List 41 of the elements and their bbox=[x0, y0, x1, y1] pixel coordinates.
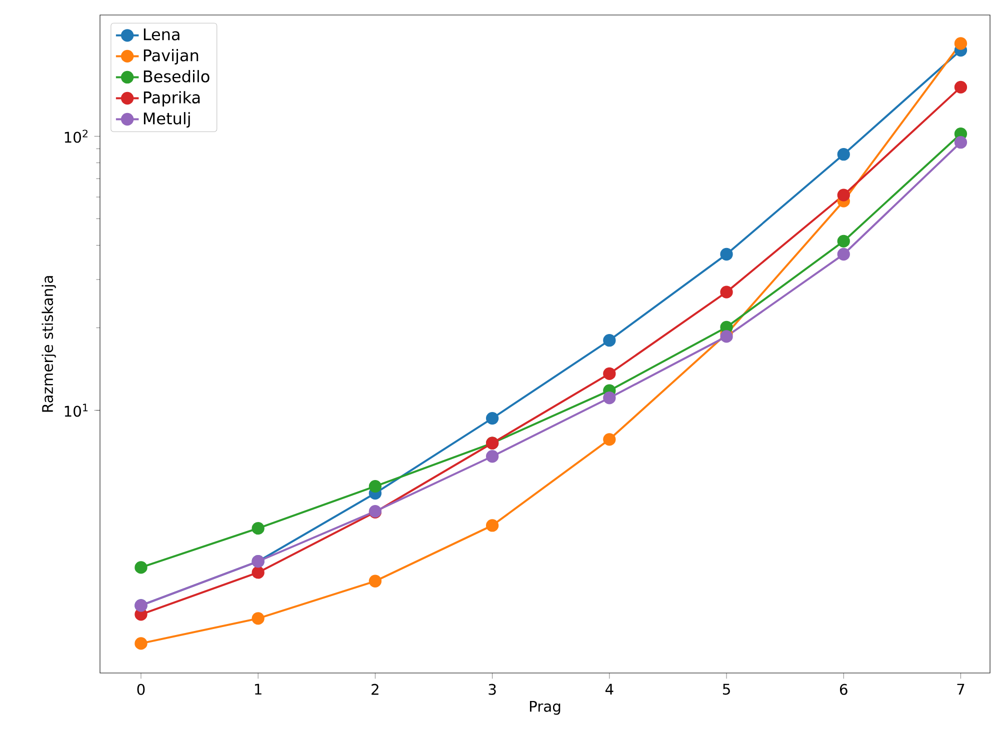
point bbox=[954, 37, 968, 50]
x-tick-label: 1 bbox=[255, 684, 262, 695]
point bbox=[720, 248, 733, 261]
y-tick-label: 10$^{1}$ bbox=[64, 404, 88, 417]
x-tick-label: 5 bbox=[722, 684, 730, 695]
point bbox=[720, 330, 733, 343]
x-tick-label: 0 bbox=[137, 684, 145, 695]
point bbox=[837, 234, 850, 248]
point bbox=[603, 334, 616, 347]
x-tick-label: 6 bbox=[840, 684, 848, 695]
legend-label: Pavijan bbox=[144, 49, 198, 64]
point bbox=[486, 519, 499, 532]
point bbox=[603, 433, 616, 446]
point bbox=[486, 412, 499, 425]
x-tick-label: 7 bbox=[957, 684, 964, 695]
point bbox=[837, 248, 850, 261]
point bbox=[252, 522, 264, 535]
point bbox=[720, 286, 733, 298]
point bbox=[368, 574, 382, 588]
point bbox=[486, 450, 499, 463]
point bbox=[134, 561, 148, 574]
point bbox=[134, 637, 148, 650]
y-axis-title: Razmerje stiskanja bbox=[42, 276, 56, 412]
point bbox=[954, 136, 968, 149]
legend-label: Besedilo bbox=[144, 70, 210, 82]
point bbox=[252, 566, 264, 579]
point bbox=[837, 188, 850, 202]
x-tick-label: 2 bbox=[372, 684, 378, 695]
x-tick-label: 3 bbox=[488, 684, 496, 695]
x-tick-label: 4 bbox=[605, 684, 614, 695]
legend-label: Metulj bbox=[144, 112, 190, 128]
point bbox=[603, 392, 616, 404]
point bbox=[954, 80, 968, 94]
point bbox=[837, 148, 850, 161]
legend-label: Lena bbox=[144, 28, 180, 40]
x-axis-title: Prag bbox=[530, 700, 560, 715]
y-tick-label: 10$^{2}$ bbox=[64, 130, 88, 143]
legend-label: Paprika bbox=[144, 91, 200, 107]
point bbox=[252, 612, 264, 625]
point bbox=[368, 480, 382, 493]
point bbox=[603, 367, 616, 380]
